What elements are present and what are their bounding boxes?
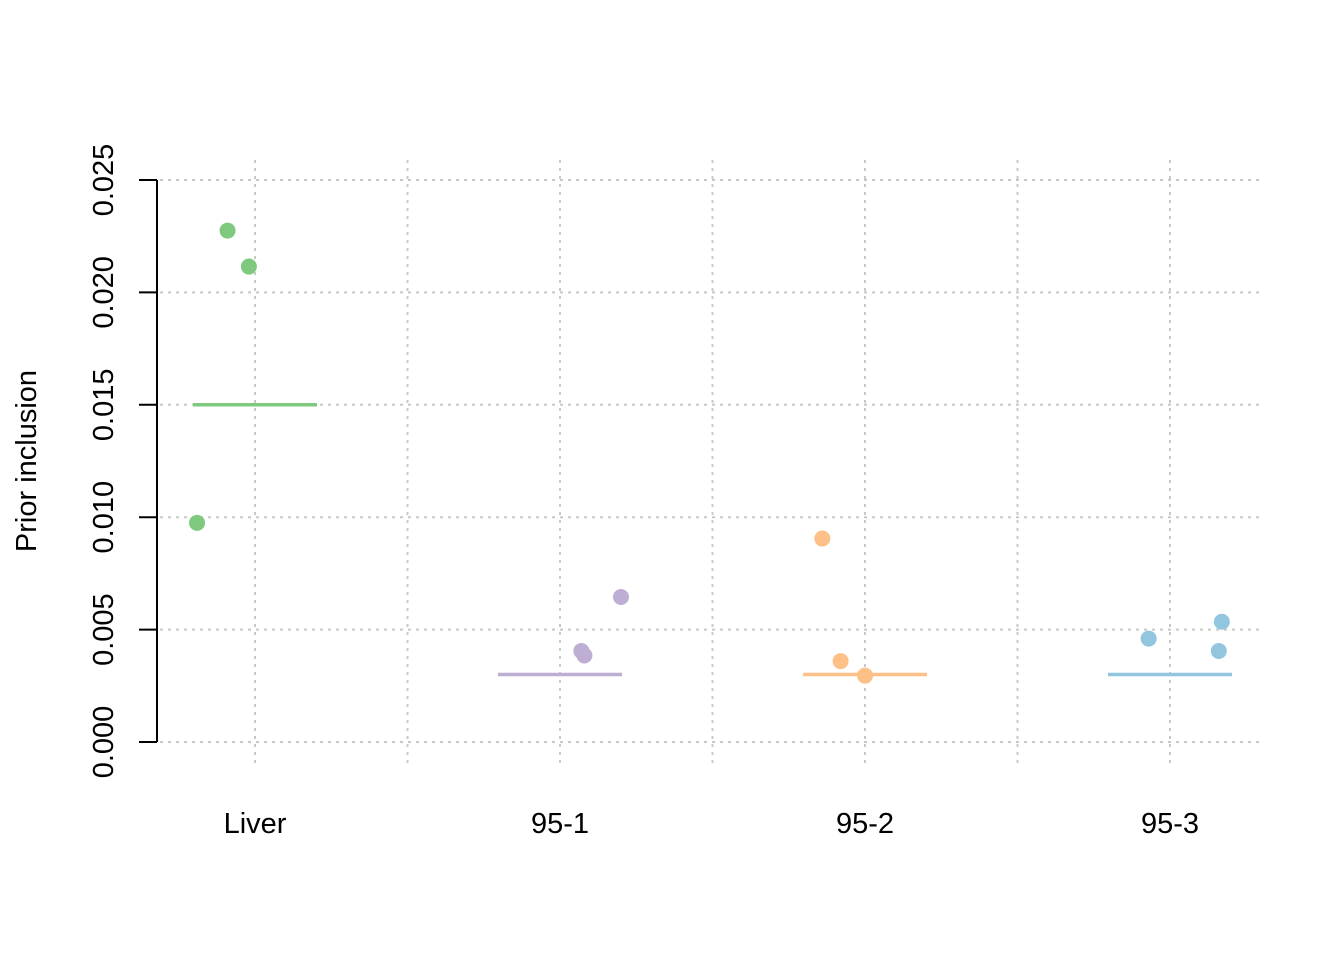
data-point <box>1140 630 1157 647</box>
data-point <box>613 589 629 606</box>
data-points <box>189 222 1230 684</box>
y-tick-label: 0.005 <box>88 593 120 666</box>
data-point <box>1213 613 1230 630</box>
data-point <box>576 647 593 664</box>
data-point <box>832 653 849 670</box>
x-tick-label: Liver <box>224 808 287 840</box>
data-point <box>814 530 831 547</box>
y-tick-label: 0.020 <box>88 256 120 329</box>
y-axis: 0.000 0.005 0.010 0.015 0.020 0.025 <box>88 144 158 779</box>
y-tick-label: 0.015 <box>88 369 120 442</box>
data-point <box>1210 642 1227 659</box>
data-point <box>219 222 236 239</box>
x-tick-label: 95-2 <box>836 808 894 840</box>
data-point <box>857 667 873 684</box>
y-tick-label: 0.010 <box>88 481 120 554</box>
y-axis-title: Prior inclusion <box>11 370 43 552</box>
grid <box>160 160 1264 765</box>
y-tick-label: 0.000 <box>88 706 120 779</box>
y-tick-label: 0.025 <box>88 144 120 217</box>
x-tick-label: 95-3 <box>1141 808 1199 840</box>
x-tick-labels: Liver 95-1 95-2 95-3 <box>224 808 1199 840</box>
data-point <box>189 514 206 531</box>
data-point <box>240 258 257 275</box>
x-tick-label: 95-1 <box>531 808 589 840</box>
